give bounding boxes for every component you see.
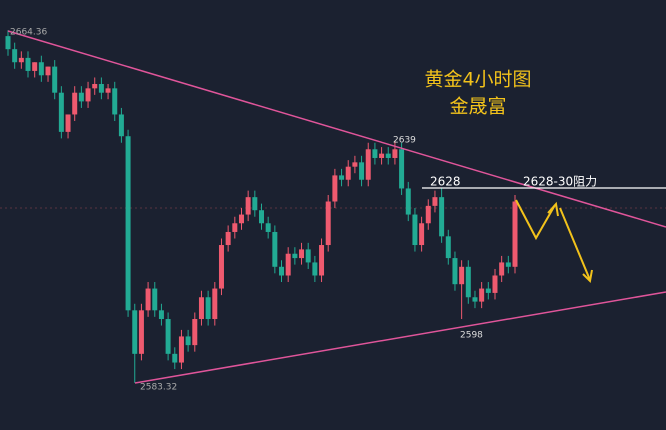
candle-body [112, 88, 118, 115]
price-annotation: 2598 [460, 331, 483, 341]
candle-body [465, 266, 471, 298]
candle-body [165, 319, 171, 354]
candle-body [419, 223, 425, 246]
candle-body [479, 288, 485, 302]
candle-body [78, 92, 84, 102]
candle-body [198, 297, 204, 320]
candle-body [359, 162, 365, 180]
candle-body [292, 253, 298, 259]
price-annotation: 2628-30阻力 [523, 175, 597, 189]
candle-body [299, 249, 305, 259]
candle-body [65, 114, 71, 132]
candle-body [178, 336, 184, 363]
candle-body [192, 319, 198, 346]
upper-trendline [7, 30, 666, 228]
candle-body [125, 136, 131, 311]
candle-body [379, 153, 385, 158]
candle-body [132, 310, 138, 354]
lower-trendline [134, 291, 666, 384]
candle-body [439, 197, 445, 237]
candle-body [325, 201, 331, 246]
candle-body [172, 353, 178, 363]
candle-body [365, 149, 371, 180]
candle-body [18, 57, 24, 63]
candle-body [158, 310, 164, 320]
candle-body [145, 288, 151, 311]
candle-body [405, 188, 411, 215]
candle-body [105, 88, 111, 93]
candle-body [352, 162, 358, 167]
candle-body [412, 214, 418, 246]
candle-body [399, 149, 405, 189]
candle-body [385, 153, 391, 158]
price-annotation: 2583.32 [140, 383, 177, 393]
candle-body [345, 166, 351, 180]
candle-body [232, 223, 238, 232]
forecast-arrow [559, 207, 591, 281]
candle-body [12, 49, 18, 63]
candle-body [218, 245, 224, 289]
arrow-head [582, 269, 593, 284]
candle-body [252, 197, 258, 211]
candle-body [492, 275, 498, 293]
candle-body [25, 57, 31, 71]
candle-body [432, 197, 438, 206]
candle-body [118, 114, 124, 137]
candle-body [138, 310, 144, 354]
candle-body [312, 262, 318, 276]
candle-body [32, 62, 38, 71]
candle-body [205, 297, 211, 320]
candle-body [339, 175, 345, 180]
candle-body [505, 262, 511, 267]
candle-body [305, 249, 311, 263]
price-annotation: 2664.36 [10, 28, 47, 38]
candle-body [285, 253, 291, 276]
arrow-head [547, 201, 559, 217]
candle-body [212, 288, 218, 320]
candle-body [319, 245, 325, 276]
candle-body [372, 149, 378, 158]
forecast-arrow [515, 199, 556, 241]
candle-body [98, 83, 104, 93]
candle-body [259, 210, 264, 224]
candle-body [512, 201, 518, 267]
candle-body [332, 175, 338, 202]
chart-subtitle: 金晟富 [449, 96, 506, 118]
candle-body [72, 92, 78, 115]
candle-body [185, 336, 191, 346]
candle-body [238, 214, 244, 224]
candle-body [85, 88, 91, 102]
candle-body [485, 288, 491, 293]
candle-body [265, 223, 271, 232]
candle-body [452, 258, 458, 285]
candle-body [445, 236, 451, 259]
candle-body [245, 197, 251, 215]
candle-body [459, 266, 465, 285]
candle-body [279, 266, 285, 276]
candle-body [425, 205, 431, 224]
candle-body [472, 297, 478, 302]
candle-body [392, 149, 398, 158]
candle-body [152, 288, 158, 311]
candle-body [272, 231, 278, 267]
chart-title: 黄金4小时图 [424, 69, 531, 91]
candle-body [58, 92, 64, 132]
candle-body [38, 62, 44, 76]
candle-body [52, 66, 58, 93]
price-annotation: 2639 [393, 136, 416, 146]
price-annotation: 2628 [430, 175, 461, 189]
candle-body [45, 66, 51, 76]
candle-body [225, 231, 231, 246]
candle-body [499, 262, 505, 276]
candle-body [5, 36, 11, 50]
candle-body [92, 83, 98, 89]
